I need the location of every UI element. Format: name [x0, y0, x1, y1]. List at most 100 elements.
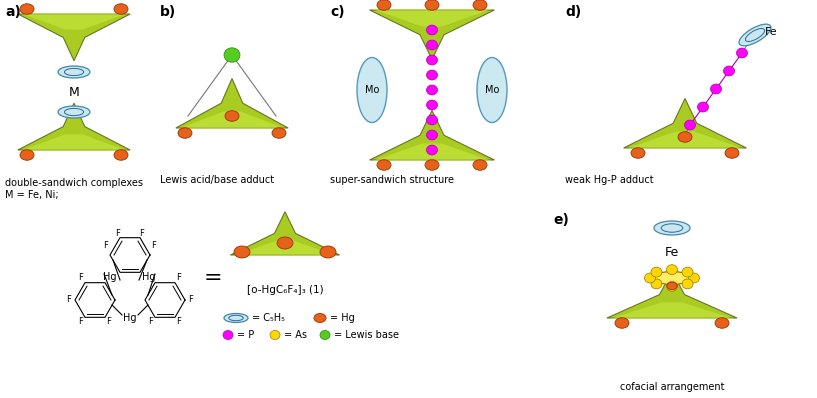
Polygon shape	[609, 302, 734, 319]
Text: F: F	[176, 318, 181, 326]
Ellipse shape	[689, 273, 699, 283]
Ellipse shape	[425, 160, 439, 170]
Text: weak Hg-P adduct: weak Hg-P adduct	[565, 175, 654, 185]
Text: M: M	[69, 86, 79, 98]
Text: Hg: Hg	[103, 272, 117, 282]
Text: F: F	[78, 273, 83, 283]
Text: Lewis acid/base adduct: Lewis acid/base adduct	[160, 175, 275, 185]
Text: b): b)	[160, 5, 176, 19]
Text: a): a)	[5, 5, 21, 19]
Ellipse shape	[377, 160, 391, 170]
Ellipse shape	[270, 330, 280, 339]
Polygon shape	[20, 13, 128, 29]
Ellipse shape	[477, 57, 507, 123]
Polygon shape	[372, 9, 492, 27]
Polygon shape	[626, 131, 744, 149]
Polygon shape	[230, 212, 340, 255]
Ellipse shape	[473, 160, 487, 170]
Ellipse shape	[724, 66, 734, 76]
Ellipse shape	[426, 85, 437, 95]
Ellipse shape	[651, 279, 662, 289]
Ellipse shape	[682, 267, 693, 277]
Ellipse shape	[223, 330, 233, 339]
Ellipse shape	[678, 132, 692, 142]
Text: F: F	[104, 240, 109, 250]
Ellipse shape	[426, 40, 437, 50]
Text: F: F	[149, 318, 154, 326]
Ellipse shape	[58, 66, 90, 78]
Ellipse shape	[58, 106, 90, 118]
Polygon shape	[369, 10, 494, 59]
Text: F: F	[152, 240, 156, 250]
Text: = P: = P	[237, 330, 254, 340]
Text: F: F	[78, 318, 83, 326]
Polygon shape	[372, 144, 492, 161]
Text: Hg: Hg	[123, 313, 136, 323]
Ellipse shape	[225, 111, 239, 121]
Ellipse shape	[654, 271, 690, 285]
Ellipse shape	[426, 70, 437, 80]
Ellipse shape	[651, 267, 662, 277]
Ellipse shape	[711, 84, 721, 94]
Text: e): e)	[553, 213, 569, 227]
Polygon shape	[176, 78, 288, 128]
Ellipse shape	[114, 150, 128, 160]
Ellipse shape	[725, 148, 739, 158]
Text: F: F	[106, 318, 111, 326]
Ellipse shape	[654, 221, 690, 235]
Polygon shape	[233, 241, 337, 256]
Polygon shape	[623, 98, 747, 148]
Ellipse shape	[377, 0, 391, 10]
Text: super-sandwich structure: super-sandwich structure	[330, 175, 454, 185]
Ellipse shape	[631, 148, 645, 158]
Ellipse shape	[426, 55, 437, 65]
Polygon shape	[20, 135, 128, 151]
Text: [o-HgC₆F₄]₃ (1): [o-HgC₆F₄]₃ (1)	[247, 285, 324, 295]
Ellipse shape	[715, 318, 729, 328]
Ellipse shape	[20, 150, 34, 160]
Ellipse shape	[320, 246, 336, 258]
Text: = C₅H₅: = C₅H₅	[252, 313, 285, 323]
Text: Hg: Hg	[142, 272, 156, 282]
Ellipse shape	[224, 314, 248, 322]
Ellipse shape	[667, 265, 677, 275]
Polygon shape	[18, 14, 130, 61]
Ellipse shape	[272, 128, 286, 138]
Polygon shape	[178, 111, 286, 129]
Ellipse shape	[178, 128, 192, 138]
Ellipse shape	[645, 273, 655, 283]
Polygon shape	[607, 271, 737, 318]
Text: M = Fe, Ni;: M = Fe, Ni;	[5, 190, 59, 200]
Ellipse shape	[667, 282, 677, 290]
Polygon shape	[369, 111, 494, 160]
Ellipse shape	[357, 57, 387, 123]
Text: Mo: Mo	[484, 85, 499, 95]
Ellipse shape	[20, 4, 34, 14]
Ellipse shape	[277, 237, 293, 249]
Text: cofacial arrangement: cofacial arrangement	[620, 382, 724, 392]
Ellipse shape	[685, 120, 695, 130]
Text: =: =	[203, 268, 222, 288]
Ellipse shape	[314, 314, 326, 322]
Ellipse shape	[473, 0, 487, 10]
Text: d): d)	[565, 5, 581, 19]
Ellipse shape	[320, 330, 330, 339]
Ellipse shape	[667, 281, 677, 291]
Ellipse shape	[615, 318, 629, 328]
Ellipse shape	[739, 24, 771, 46]
Text: Fe: Fe	[665, 246, 679, 259]
Polygon shape	[18, 103, 130, 150]
Ellipse shape	[234, 246, 250, 258]
Ellipse shape	[682, 279, 693, 289]
Ellipse shape	[114, 4, 128, 14]
Text: = Hg: = Hg	[330, 313, 355, 323]
Text: F: F	[176, 273, 181, 283]
Ellipse shape	[425, 0, 439, 10]
Ellipse shape	[426, 145, 437, 155]
Text: = As: = As	[284, 330, 307, 340]
Ellipse shape	[698, 102, 708, 112]
Ellipse shape	[224, 48, 240, 62]
Ellipse shape	[426, 100, 437, 110]
Text: Fe: Fe	[765, 27, 778, 37]
Text: double-sandwich complexes: double-sandwich complexes	[5, 178, 143, 188]
